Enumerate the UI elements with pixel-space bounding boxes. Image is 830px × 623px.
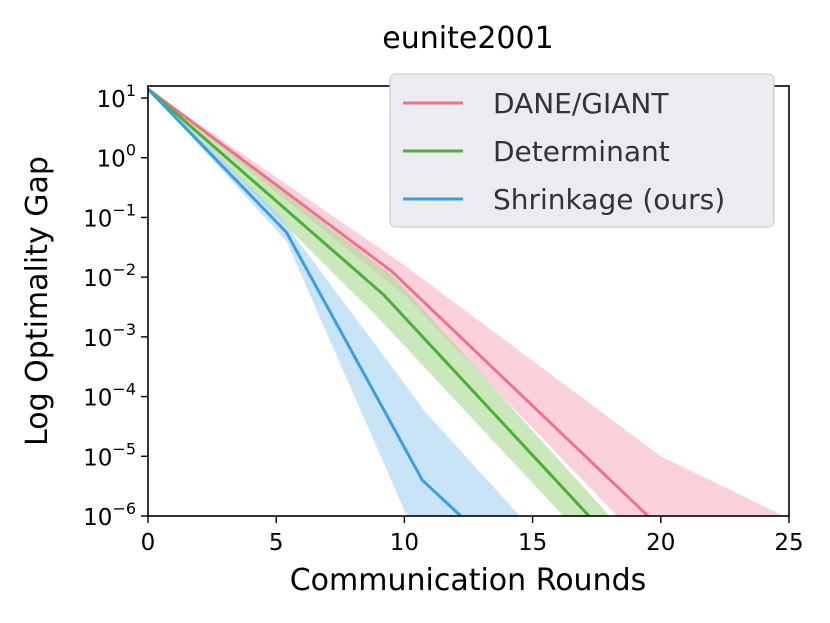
series-lines (146, 87, 650, 518)
y-tick-label: 101 (97, 81, 136, 113)
y-tick-label: 10−4 (83, 380, 136, 412)
y-tick-label: 10−2 (83, 260, 136, 292)
y-tick-label: 10−6 (83, 499, 136, 531)
chart-title: eunite2001 (382, 21, 553, 56)
legend-box (389, 73, 775, 228)
x-tick-label: 10 (390, 530, 419, 556)
x-tick-label: 0 (141, 530, 156, 556)
y-tick-label: 100 (97, 141, 136, 173)
y-axis-title: Log Optimality Gap (20, 156, 55, 446)
x-axis-title: Communication Rounds (290, 563, 647, 598)
legend: DANE/GIANT Determinant Shrinkage (ours) (389, 73, 775, 228)
x-tick-label: 25 (774, 530, 803, 556)
legend-label: Shrinkage (ours) (493, 183, 725, 216)
band-shrinkage-ours- (148, 89, 520, 517)
x-tick-label: 5 (269, 530, 284, 556)
x-tick-label: 15 (518, 530, 547, 556)
band-determinant (148, 89, 610, 517)
confidence-bands (148, 89, 784, 517)
y-tick-label: 10−1 (83, 200, 136, 232)
line-dane-giant (147, 87, 650, 518)
axis-ticks: 0 5 10 15 20 25 101 100 10−1 10−2 10−3 10−4 10−5 10−6 (83, 81, 804, 556)
x-tick-label: 20 (646, 530, 675, 556)
line-shrinkage-ours- (146, 88, 462, 518)
line-determinant (147, 87, 591, 518)
y-tick-label: 10−3 (83, 320, 136, 352)
legend-label: DANE/GIANT (493, 87, 669, 120)
legend-label: Determinant (493, 135, 670, 168)
y-tick-label: 10−5 (83, 439, 136, 471)
